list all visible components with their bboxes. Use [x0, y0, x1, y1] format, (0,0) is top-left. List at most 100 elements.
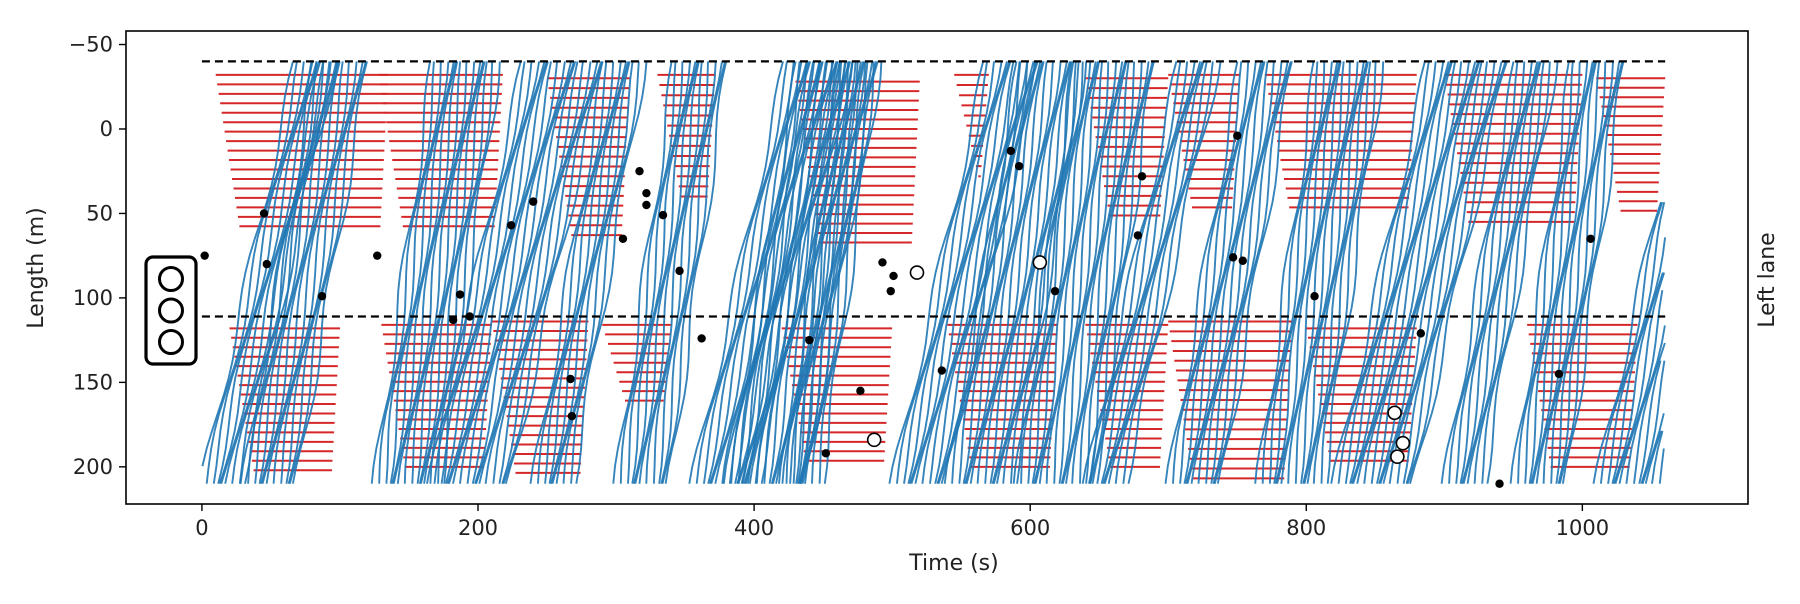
moving-trajectory: [370, 61, 431, 484]
moving-trajectory: [1531, 61, 1596, 484]
moving-trajectory: [1330, 61, 1426, 484]
moving-trajectory: [418, 61, 482, 484]
y-axis-ticks: −50 0 50 100 150 200: [69, 33, 126, 479]
moving-trajectory: [984, 61, 1054, 484]
moving-trajectory: [502, 61, 603, 484]
moving-trajectory: [1002, 61, 1075, 484]
lane-side-label: Left lane: [1755, 232, 1780, 327]
moving-trajectory: [737, 61, 838, 484]
moving-trajectory: [771, 61, 851, 484]
moving-trajectory: [1326, 61, 1385, 484]
moving-trajectory: [1555, 61, 1614, 484]
moving-trajectory: [965, 61, 1044, 484]
moving-trajectory: [1085, 61, 1143, 484]
moving-trajectory: [1406, 61, 1507, 485]
moving-trajectory: [484, 61, 579, 484]
lane-change-out-point: [1387, 405, 1402, 421]
moving-trajectory: [903, 61, 995, 484]
moving-trajectory: [1045, 61, 1104, 484]
x-axis-label: Time (s): [908, 551, 998, 576]
moving-trajectory: [1524, 61, 1581, 484]
lane-change-in-point: [317, 292, 327, 301]
moving-trajectory: [811, 61, 869, 484]
moving-trajectory: [1179, 61, 1250, 484]
lane-change-in-point: [886, 286, 895, 296]
moving-trajectory: [1486, 61, 1559, 484]
lane-change-in-point: [373, 251, 382, 260]
moving-trajectory: [741, 61, 816, 484]
moving-trajectory: [818, 61, 875, 484]
moving-trajectory: [1186, 61, 1265, 484]
signal-lamp: [158, 329, 184, 355]
moving-trajectory: [722, 61, 797, 484]
moving-trajectory: [1382, 61, 1481, 484]
y-axis-label: Length (m): [24, 207, 49, 328]
moving-trajectory: [1096, 61, 1189, 484]
moving-trajectory: [1466, 61, 1542, 484]
lane-change-in-point: [642, 188, 651, 198]
moving-trajectory: [280, 61, 350, 484]
moving-trajectory: [1065, 61, 1128, 484]
moving-trajectory: [1638, 360, 1662, 484]
moving-trajectory: [730, 61, 801, 484]
lane-change-in-point: [1050, 286, 1060, 296]
moving-trajectory: [695, 61, 788, 484]
moving-trajectory: [1614, 272, 1666, 484]
moving-trajectory: [1274, 61, 1339, 484]
moving-trajectory: [1312, 61, 1372, 484]
lane-change-in-point: [658, 210, 668, 220]
lane-change-in-point: [642, 200, 651, 210]
moving-trajectory: [1462, 61, 1541, 484]
moving-trajectory: [645, 61, 703, 484]
moving-trajectory: [914, 61, 1012, 484]
moving-trajectory: [627, 61, 684, 484]
moving-trajectory: [288, 61, 367, 484]
moving-trajectory: [218, 61, 318, 484]
moving-trajectory: [755, 61, 827, 484]
moving-trajectory: [391, 61, 455, 484]
moving-trajectory: [995, 61, 1073, 484]
moving-trajectory: [934, 61, 1029, 484]
moving-trajectory: [823, 61, 883, 484]
lane-change-out-point: [1032, 255, 1048, 270]
moving-trajectory: [446, 61, 546, 484]
lane-change-in-point: [262, 259, 272, 269]
moving-trajectory: [992, 61, 1071, 484]
lane-change-in-point: [618, 234, 628, 243]
moving-trajectory: [389, 61, 450, 484]
moving-trajectory: [888, 61, 985, 484]
moving-trajectory: [1122, 61, 1214, 484]
lane-change-in-point: [805, 335, 814, 345]
lane-change-in-point: [1495, 479, 1504, 488]
moving-trajectory: [770, 61, 847, 484]
moving-trajectory: [1273, 61, 1333, 484]
moving-trajectory: [748, 61, 824, 484]
lane-change-out-point: [866, 432, 882, 448]
moving-trajectory: [964, 61, 1042, 484]
lane-change-in-point: [821, 449, 831, 458]
moving-trajectory: [1302, 61, 1365, 484]
moving-trajectory: [1528, 61, 1589, 484]
moving-trajectory: [1079, 61, 1136, 484]
moving-trajectory: [634, 61, 699, 484]
x-tick-label: 0: [195, 516, 208, 540]
moving-trajectory: [1396, 61, 1488, 484]
moving-trajectory: [1276, 61, 1341, 484]
moving-trajectory: [258, 61, 332, 484]
y-tick-label: 50: [86, 201, 113, 225]
y-tick-label: 200: [73, 455, 113, 479]
moving-trajectory: [474, 61, 573, 484]
moving-trajectory: [958, 61, 1029, 484]
lane-change-in-point: [448, 315, 458, 325]
moving-trajectory: [1103, 61, 1204, 484]
lane-change-out-point: [1395, 435, 1411, 451]
moving-trajectory: [1287, 61, 1345, 484]
moving-trajectory: [285, 61, 358, 484]
moving-trajectory: [550, 61, 628, 484]
moving-trajectory: [452, 61, 549, 484]
moving-trajectory: [1459, 61, 1533, 484]
lane-change-in-point: [889, 271, 898, 281]
lane-change-in-point: [1586, 234, 1595, 243]
moving-trajectory: [1448, 61, 1519, 484]
moving-trajectory: [1268, 61, 1326, 484]
